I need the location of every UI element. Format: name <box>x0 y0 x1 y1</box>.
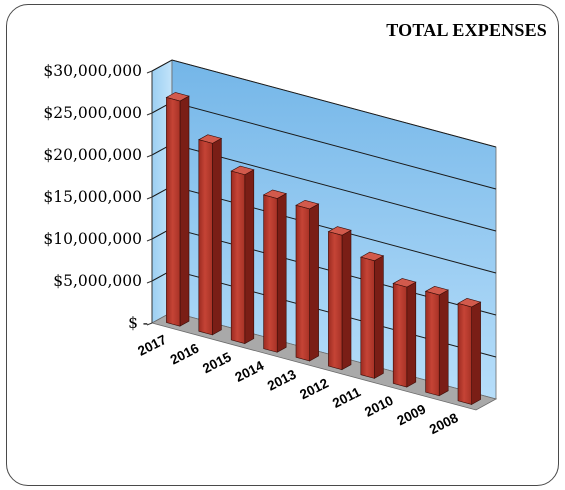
bar <box>360 251 385 379</box>
bar-front <box>263 194 278 353</box>
bar <box>327 226 352 371</box>
y-tick-label-dash: - <box>143 314 148 332</box>
x-tick-label: 2014 <box>233 358 267 385</box>
bar <box>230 165 255 345</box>
x-tick-label: 2010 <box>362 393 396 420</box>
x-tick-label: 2016 <box>168 340 202 367</box>
bar-side <box>341 229 352 371</box>
bar <box>165 92 190 327</box>
x-tick-label: 2012 <box>297 375 331 402</box>
y-tick-label: $20,000,000 <box>43 146 142 164</box>
y-tick-mark <box>146 70 153 74</box>
x-tick-label: 2009 <box>395 401 429 428</box>
bar <box>198 134 223 336</box>
bar-front <box>295 204 310 362</box>
chart-title: TOTAL EXPENSES <box>386 20 547 40</box>
bar-side <box>406 281 417 388</box>
x-tick-label: 2008 <box>427 410 461 437</box>
bar-front <box>198 139 213 336</box>
bar-side <box>471 301 481 405</box>
bar-side <box>244 169 255 345</box>
bar-side <box>212 137 222 336</box>
bar-side <box>309 203 319 362</box>
bar-side <box>276 193 287 353</box>
bar-side <box>374 255 384 379</box>
x-tick-label: 2013 <box>265 366 299 393</box>
bar-side <box>179 95 190 327</box>
bar-front <box>457 302 472 405</box>
x-tick-label: 2017 <box>135 332 169 359</box>
y-tick-mark <box>146 280 153 284</box>
bar-side <box>438 289 449 397</box>
y-tick-label: $5,000,000 <box>53 272 142 290</box>
y-tick-mark <box>146 112 153 116</box>
bar-front <box>425 290 440 397</box>
x-tick-label: 2015 <box>200 349 234 376</box>
gridline <box>151 59 497 148</box>
bar <box>262 189 287 353</box>
bar-front <box>328 231 343 371</box>
y-tick-mark <box>146 196 153 200</box>
x-tick-label: 2011 <box>330 384 363 411</box>
y-tick-mark <box>146 238 153 242</box>
bar <box>295 199 320 362</box>
bar <box>392 278 417 388</box>
bar-front <box>166 97 181 327</box>
bar <box>424 286 449 397</box>
y-tick-label: $ <box>128 314 138 332</box>
y-tick-label: $30,000,000 <box>43 62 142 80</box>
bar <box>457 298 482 405</box>
y-tick-label: $10,000,000 <box>43 230 142 248</box>
y-tick-label: $25,000,000 <box>43 104 142 122</box>
y-tick-mark <box>146 154 153 158</box>
bar-front <box>360 256 375 379</box>
y-tick-mark <box>146 322 153 326</box>
bar-front <box>230 170 246 344</box>
bar-front <box>392 283 408 388</box>
y-tick-label: $15,000,000 <box>43 188 142 206</box>
